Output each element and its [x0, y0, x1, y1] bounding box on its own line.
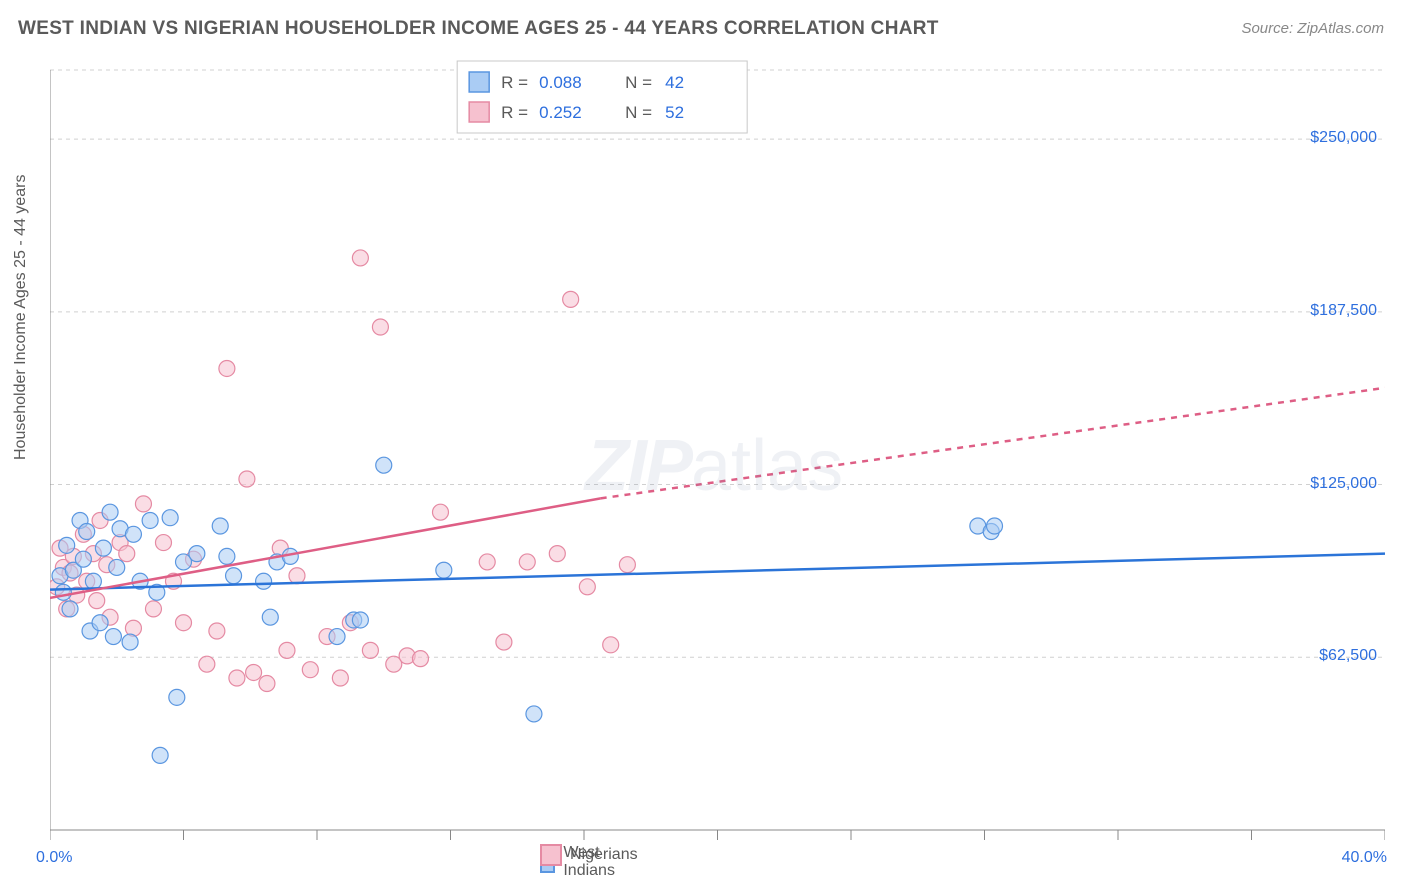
scatter-point	[75, 551, 91, 567]
scatter-point	[519, 554, 535, 570]
scatter-point	[432, 504, 448, 520]
scatter-point	[579, 579, 595, 595]
scatter-point	[176, 615, 192, 631]
series-legend-item: Nigerians	[540, 844, 638, 866]
scatter-point	[152, 747, 168, 763]
scatter-point	[85, 573, 101, 589]
scatter-point	[155, 535, 171, 551]
scatter-point	[219, 548, 235, 564]
scatter-point	[479, 554, 495, 570]
scatter-point	[145, 601, 161, 617]
scatter-point	[262, 609, 278, 625]
scatter-point	[603, 637, 619, 653]
scatter-point	[95, 540, 111, 556]
legend-swatch	[469, 102, 489, 122]
scatter-point	[135, 496, 151, 512]
y-tick-label: $250,000	[1310, 129, 1377, 147]
scatter-point	[376, 457, 392, 473]
legend-swatch	[540, 844, 562, 866]
scatter-point	[102, 504, 118, 520]
scatter-point	[246, 664, 262, 680]
scatter-point	[92, 615, 108, 631]
trend-line-nigerians-dashed	[601, 388, 1385, 499]
scatter-point	[89, 593, 105, 609]
scatter-point	[619, 557, 635, 573]
scatter-point	[119, 546, 135, 562]
scatter-point	[209, 623, 225, 639]
scatter-point	[169, 689, 185, 705]
chart-svg: R = 0.088 N = 42 R = 0.252 N = 52	[50, 55, 1385, 855]
x-tick-label: 0.0%	[36, 849, 72, 867]
scatter-point	[329, 629, 345, 645]
scatter-point	[109, 559, 125, 575]
y-tick-label: $62,500	[1319, 647, 1377, 665]
scatter-point	[189, 546, 205, 562]
scatter-point	[332, 670, 348, 686]
x-tick-label: 40.0%	[1342, 849, 1387, 867]
scatter-point	[226, 568, 242, 584]
scatter-point	[239, 471, 255, 487]
legend-n-label: N =	[625, 103, 652, 122]
scatter-point	[229, 670, 245, 686]
scatter-point	[162, 510, 178, 526]
correlation-legend-box	[457, 61, 747, 133]
scatter-point	[526, 706, 542, 722]
scatter-point	[372, 319, 388, 335]
scatter-point	[79, 524, 95, 540]
chart-title: WEST INDIAN VS NIGERIAN HOUSEHOLDER INCO…	[18, 18, 939, 40]
trend-line-west-indians	[50, 554, 1385, 590]
legend-swatch	[469, 72, 489, 92]
scatter-point	[563, 291, 579, 307]
scatter-point	[219, 360, 235, 376]
scatter-point	[352, 250, 368, 266]
scatter-point	[412, 651, 428, 667]
scatter-point	[125, 526, 141, 542]
chart-source: Source: ZipAtlas.com	[1241, 20, 1384, 37]
chart-container: WEST INDIAN VS NIGERIAN HOUSEHOLDER INCO…	[0, 0, 1406, 892]
legend-r-value: 0.252	[539, 103, 582, 122]
scatter-point	[199, 656, 215, 672]
scatter-point	[362, 642, 378, 658]
scatter-point	[289, 568, 305, 584]
legend-r-label: R =	[501, 103, 528, 122]
scatter-point	[436, 562, 452, 578]
scatter-point	[549, 546, 565, 562]
legend-r-label: R =	[501, 73, 528, 92]
legend-n-value: 52	[665, 103, 684, 122]
scatter-point	[352, 612, 368, 628]
chart-plot: R =0.088N =42R =0.252N =52 ZIPatlas $62,…	[50, 55, 1385, 855]
scatter-point	[302, 662, 318, 678]
scatter-point	[279, 642, 295, 658]
scatter-point	[212, 518, 228, 534]
scatter-point	[259, 676, 275, 692]
scatter-point	[122, 634, 138, 650]
scatter-point	[496, 634, 512, 650]
y-tick-label: $187,500	[1310, 302, 1377, 320]
scatter-point	[142, 512, 158, 528]
legend-r-value: 0.088	[539, 73, 582, 92]
scatter-point	[62, 601, 78, 617]
y-axis-label: Householder Income Ages 25 - 44 years	[12, 175, 30, 461]
scatter-point	[105, 629, 121, 645]
scatter-point	[987, 518, 1003, 534]
legend-n-label: N =	[625, 73, 652, 92]
scatter-point	[55, 584, 71, 600]
scatter-point	[256, 573, 272, 589]
legend-n-value: 42	[665, 73, 684, 92]
scatter-point	[59, 537, 75, 553]
series-legend-label: Nigerians	[570, 846, 638, 864]
y-tick-label: $125,000	[1310, 475, 1377, 493]
